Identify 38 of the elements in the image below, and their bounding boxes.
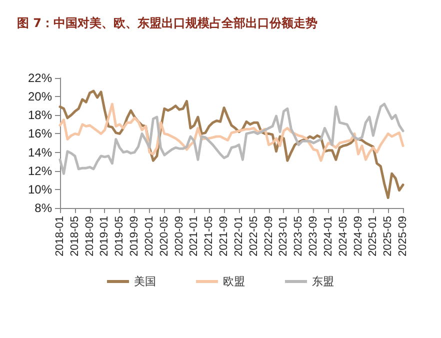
line-series — [58, 102, 404, 175]
legend-label: 美国 — [134, 275, 156, 288]
x-tick-label: 2024-05 — [337, 216, 350, 256]
y-tick-label: 20% — [28, 90, 52, 104]
chart-title: 图 7：中国对美、欧、东盟出口规模占全部出口份额走势 — [17, 16, 318, 30]
x-tick-label: 2023-05 — [292, 216, 305, 256]
x-tick-label: 2019-01 — [98, 216, 111, 256]
x-tick-label: 2023-01 — [278, 216, 290, 256]
y-tick-label: 14% — [28, 145, 52, 160]
x-tick-label: 2025-01 — [367, 216, 380, 256]
x-tick-label: 2020-09 — [173, 216, 186, 256]
y-tick-label: 16% — [28, 126, 52, 141]
x-tick-label: 2020-01 — [143, 216, 156, 256]
x-tick-label: 2018-09 — [84, 216, 96, 256]
x-tick-label: 2024-01 — [322, 216, 334, 256]
x-tick-label: 2022-09 — [262, 216, 275, 256]
x-tick-label: 2023-09 — [308, 216, 320, 256]
x-tick-label: 2019-05 — [114, 216, 126, 256]
x-tick-label: 2018-05 — [68, 216, 81, 256]
y-tick-label: 22% — [28, 71, 52, 85]
x-tick-label: 2019-09 — [128, 216, 141, 256]
legend-label: 东盟 — [312, 275, 334, 288]
x-tick-label: 2025-05 — [382, 216, 394, 256]
x-tick-label: 2022-05 — [248, 216, 260, 256]
y-tick-label: 12% — [28, 164, 52, 178]
x-tick-label: 2021-05 — [203, 216, 216, 256]
legend-label: 欧盟 — [223, 275, 245, 288]
y-tick-label: 10% — [28, 182, 52, 196]
x-tick-label: 2024-09 — [352, 216, 364, 256]
x-tick-label: 2020-05 — [158, 216, 170, 256]
x-tick-label: 2021-09 — [218, 216, 230, 256]
y-tick-label: 18% — [28, 108, 52, 122]
x-tick-label: 2021-01 — [188, 216, 200, 256]
line-series — [58, 102, 404, 162]
y-tick-label: 8% — [34, 201, 52, 215]
x-tick-label: 2025-09 — [397, 216, 409, 256]
x-tick-label: 2018-01 — [54, 216, 66, 256]
x-tick-label: 2022-01 — [232, 216, 245, 256]
